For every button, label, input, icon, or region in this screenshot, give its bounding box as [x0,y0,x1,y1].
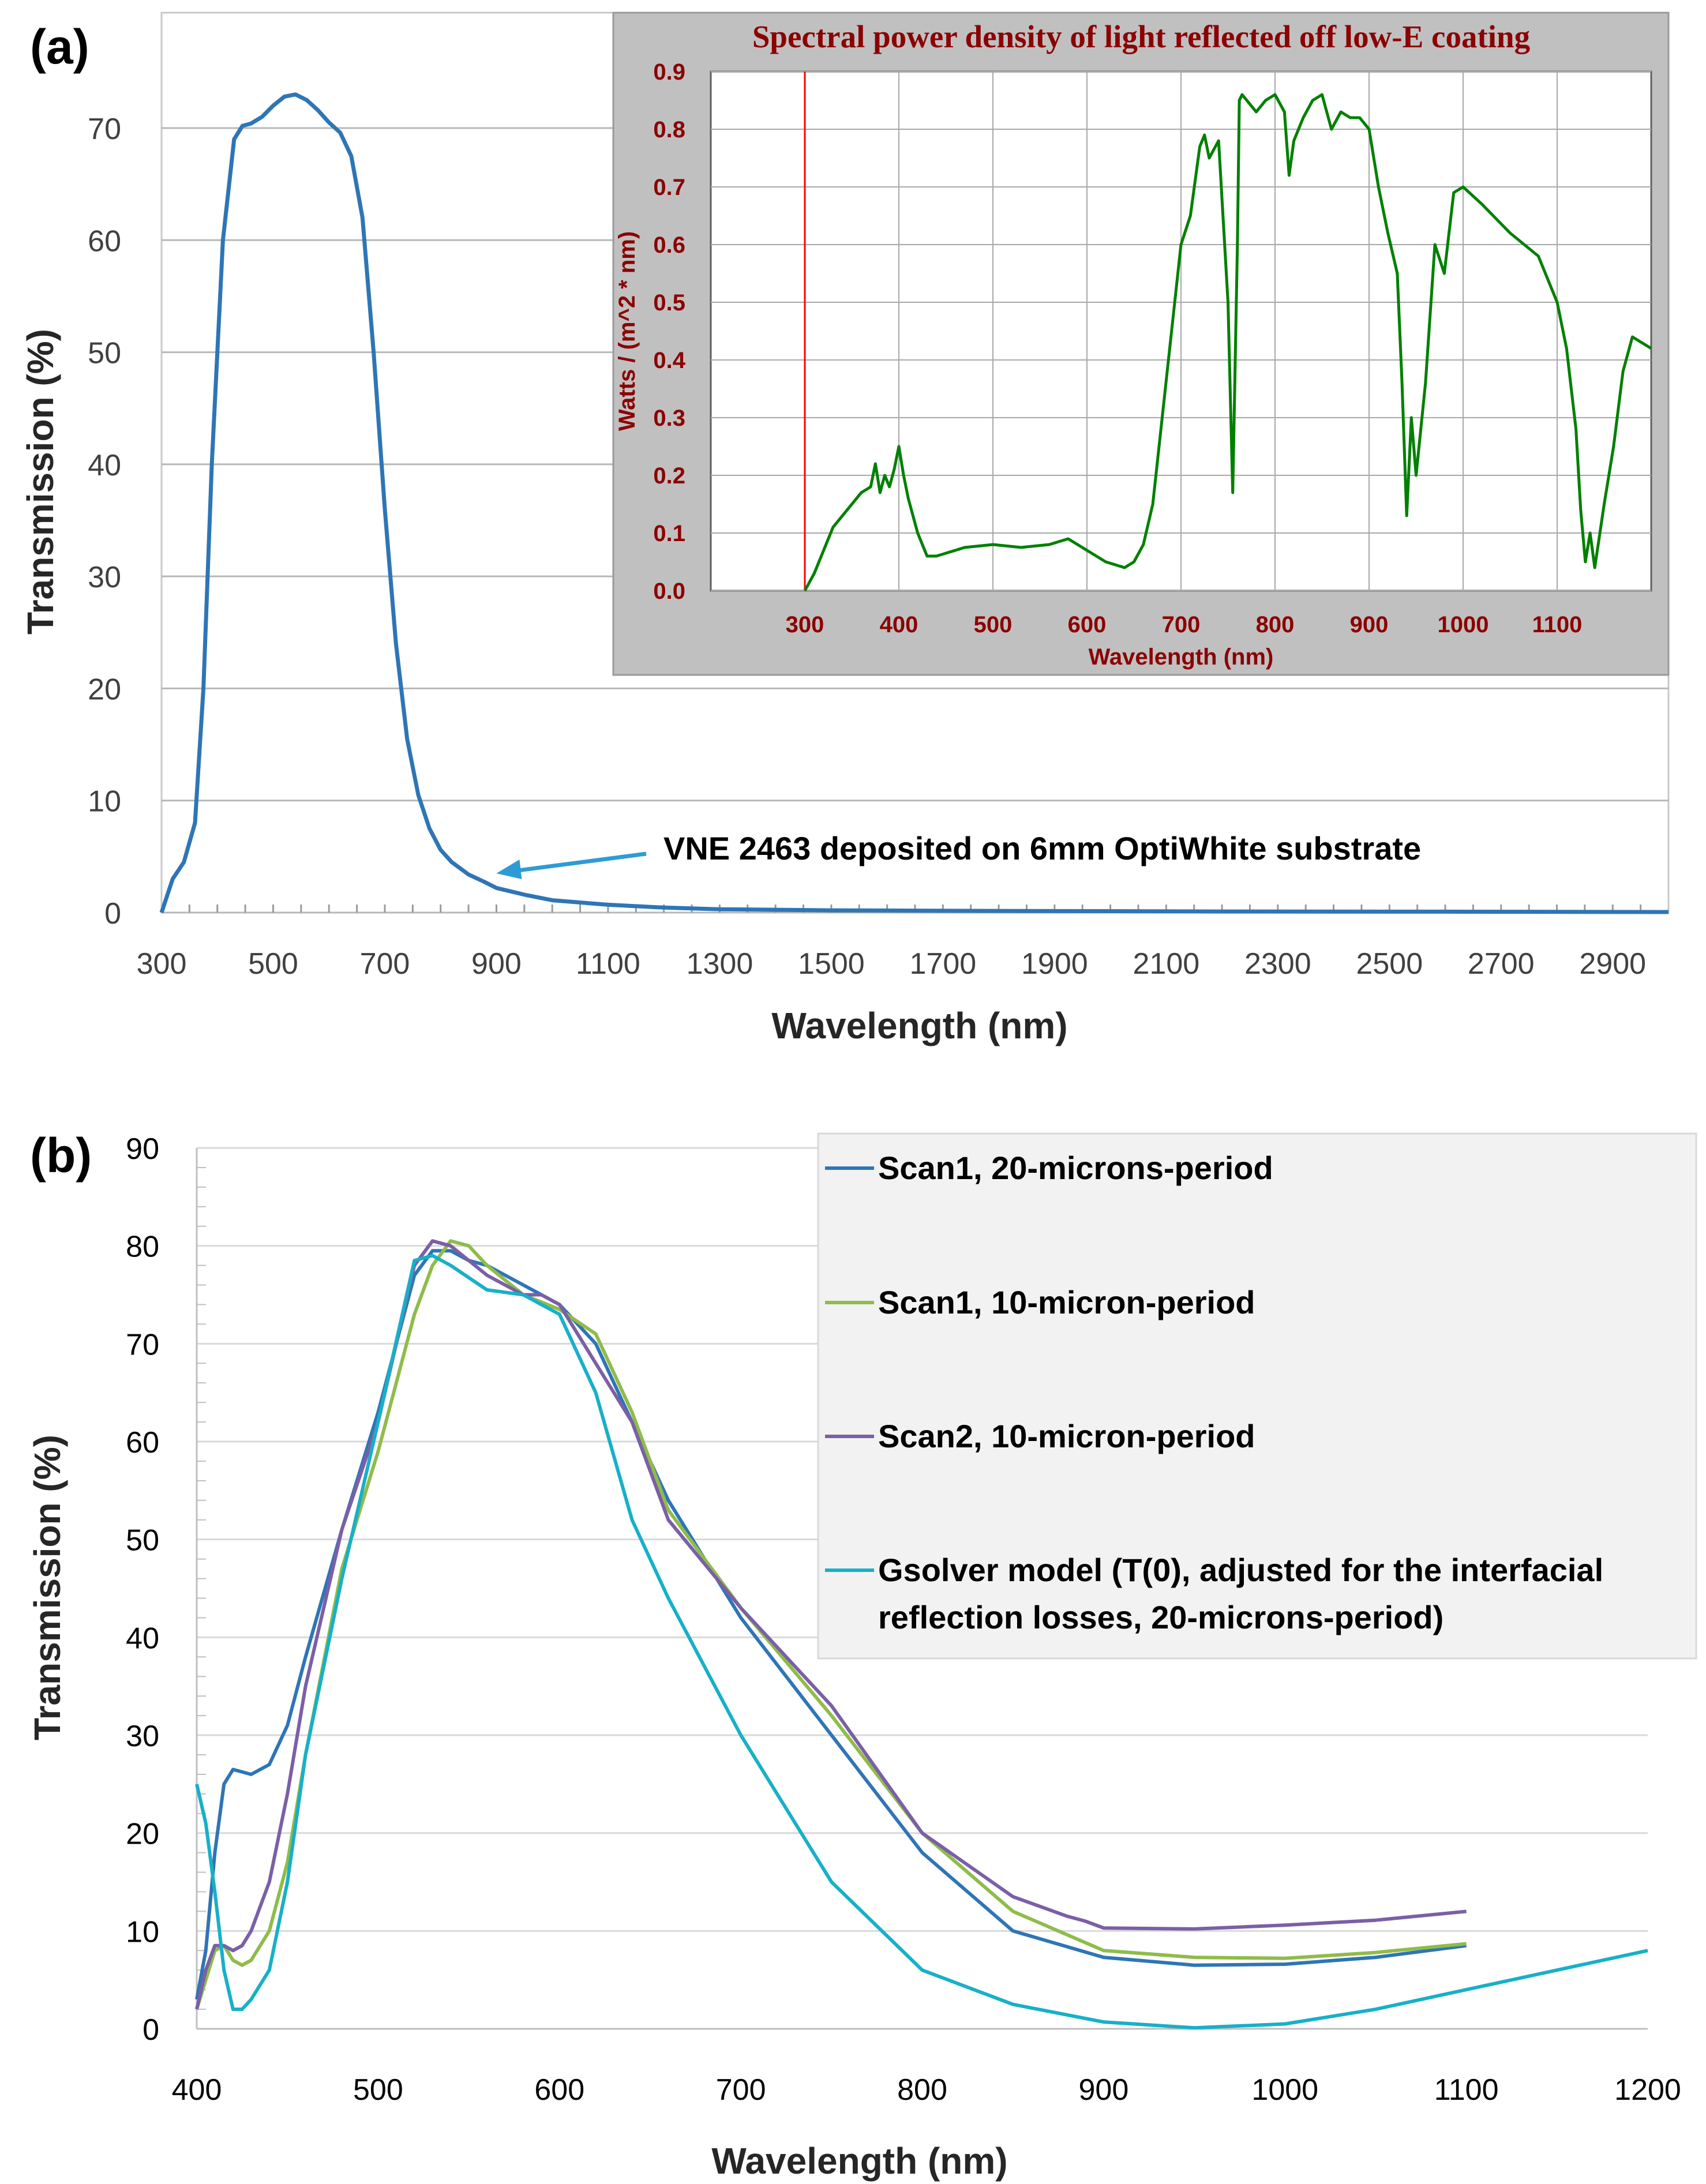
panel-a-y-axis-label: Transmission (%) [20,329,61,635]
inset-x-tick-labels: 300 400 500 600 700 800 900 1000 1100 [786,612,1583,637]
panel-b-x-tick-900: 900 [1078,2073,1128,2107]
inset-y-tick-0.9: 0.9 [653,59,685,85]
panel-b-x-tick-1000: 1000 [1251,2073,1318,2107]
panel-b-y-tick-80: 80 [126,1230,159,1264]
panel-b: (b) 0 10 20 30 40 50 60 70 80 90 400 500 600 700 800 9… [27,1128,1697,2182]
panel-a-series [159,92,1669,914]
panel-a-annotation-arrow-head [496,860,522,879]
panel-b-y-axis-label: Transmission (%) [27,1435,68,1740]
panel-a-y-tick-40: 40 [88,449,121,482]
inset-y-tick-labels: 0.0 0.1 0.2 0.3 0.4 0.5 0.6 0.7 0.8 0.9 [653,59,685,604]
panel-a-x-tick-1700: 1700 [910,947,977,981]
panel-a-y-tick-30: 30 [88,561,121,594]
panel-b-legend: Scan1, 20-microns-period Scan1, 10-micro… [817,1132,1697,1660]
inset-y-tick-0.4: 0.4 [653,348,685,373]
inset-y-tick-0.0: 0.0 [653,579,685,604]
panel-b-x-tick-600: 600 [534,2073,584,2107]
panel-b-y-tick-10: 10 [126,1915,159,1949]
panel-b-x-tick-1100: 1100 [1434,2073,1499,2107]
inset-y-tick-0.5: 0.5 [653,290,685,316]
panel-a-y-tick-20: 20 [88,673,121,706]
inset-title: Spectral power density of light reflecte… [752,19,1530,54]
panel-a-x-tick-2500: 2500 [1356,947,1423,981]
inset-x-tick-700: 700 [1162,612,1201,637]
inset-y-tick-0.3: 0.3 [653,406,685,431]
inset-x-tick-300: 300 [786,612,824,637]
inset-x-axis-label: Wavelength (nm) [1089,644,1274,670]
panel-a-x-tick-2900: 2900 [1579,947,1646,981]
inset-x-tick-1100: 1100 [1532,612,1583,637]
panel-a-label: (a) [30,20,89,74]
panel-a-x-tick-700: 700 [360,947,410,981]
panel-a-x-tick-300: 300 [137,947,187,981]
panel-b-y-tick-50: 50 [126,1524,159,1558]
panel-b-y-tick-20: 20 [126,1818,159,1851]
panel-a-x-tick-900: 900 [471,947,522,981]
inset-x-tick-400: 400 [880,612,918,637]
inset-y-tick-0.7: 0.7 [653,175,685,200]
panel-a-annotation-arrow-line [508,851,647,874]
panel-b-x-tick-1200: 1200 [1614,2073,1681,2107]
panel-a-x-tick-500: 500 [248,947,298,981]
panel-a-inset: Spectral power density of light reflecte… [612,12,1670,676]
inset-y-axis-label: Watts / (m^2 * nm) [614,231,640,431]
panel-a-y-tick-50: 50 [88,337,121,370]
inset-y-tick-0.1: 0.1 [653,521,685,546]
panel-a-x-tick-1900: 1900 [1021,947,1088,981]
panel-a-x-tick-2300: 2300 [1244,947,1311,981]
series-line-scan1-10um [195,1239,1467,2010]
legend-box [817,1132,1697,1660]
inset-spectral-power-line [803,93,1652,592]
legend-label-scan2-10um: Scan2, 10-micron-period [878,1418,1255,1454]
panel-b-y-tick-90: 90 [126,1132,159,1166]
inset-x-tick-500: 500 [974,612,1013,637]
panel-b-x-tick-500: 500 [353,2073,403,2107]
panel-b-x-tick-labels: 400 500 600 700 800 900 1000 1100 1200 [172,2073,1681,2107]
panel-a-annotation: VNE 2463 deposited on 6mm OptiWhite subs… [663,830,1421,866]
panel-b-y-tick-0: 0 [143,2013,159,2047]
panel-a: (a) 0 10 20 30 40 50 60 70 300 500 700 900 1100 1300… [20,12,1670,1046]
panel-a-y-tick-10: 10 [88,785,121,819]
panel-a-y-tick-60: 60 [88,224,121,258]
panel-b-y-minor-ticks [197,1166,206,2010]
inset-x-tick-900: 900 [1350,612,1389,637]
inset-y-tick-0.6: 0.6 [653,232,685,258]
panel-a-y-tick-70: 70 [88,112,121,146]
inset-y-tick-0.8: 0.8 [653,117,685,142]
panel-b-x-tick-400: 400 [172,2073,222,2107]
inset-x-tick-600: 600 [1068,612,1107,637]
inset-x-tick-1000: 1000 [1438,612,1489,637]
panel-a-x-tick-1500: 1500 [798,947,865,981]
panel-a-y-tick-labels: 0 10 20 30 40 50 60 70 [88,112,121,930]
panel-a-y-tick-0: 0 [104,897,121,930]
panel-a-x-tick-2700: 2700 [1468,947,1535,981]
panel-a-x-tick-labels: 300 500 700 900 1100 1300 1500 1700 1900 2100 2300… [137,947,1646,981]
legend-label-scan1-20um: Scan1, 20-microns-period [878,1150,1273,1186]
panel-b-x-axis-label: Wavelength (nm) [711,2140,1007,2182]
inset-series [803,93,1652,592]
panel-b-series [195,1239,1648,2030]
panel-a-transmission-line [159,92,1669,914]
panel-a-x-tick-1100: 1100 [576,947,640,981]
panel-b-y-tick-60: 60 [126,1426,159,1459]
panel-b-y-tick-30: 30 [126,1720,159,1753]
panel-a-x-tick-1300: 1300 [687,947,753,981]
panel-b-y-tick-70: 70 [126,1328,159,1361]
panel-b-y-tick-40: 40 [126,1622,159,1655]
panel-b-x-tick-700: 700 [716,2073,766,2107]
series-line-gsolver [195,1254,1648,2030]
inset-y-tick-0.2: 0.2 [653,463,685,489]
panel-b-label: (b) [30,1128,92,1183]
panel-b-x-tick-800: 800 [897,2073,947,2107]
inset-x-tick-800: 800 [1256,612,1295,637]
legend-label-gsolver: Gsolver model (T(0), adjusted for the in… [878,1552,1613,1635]
legend-label-scan1-10um: Scan1, 10-micron-period [878,1284,1255,1320]
panel-a-x-tick-2100: 2100 [1133,947,1199,981]
panel-b-y-tick-labels: 0 10 20 30 40 50 60 70 80 90 [126,1132,159,2047]
series-line-scan1-20um [195,1249,1467,2000]
panel-a-x-axis-label: Wavelength (nm) [771,1005,1067,1046]
